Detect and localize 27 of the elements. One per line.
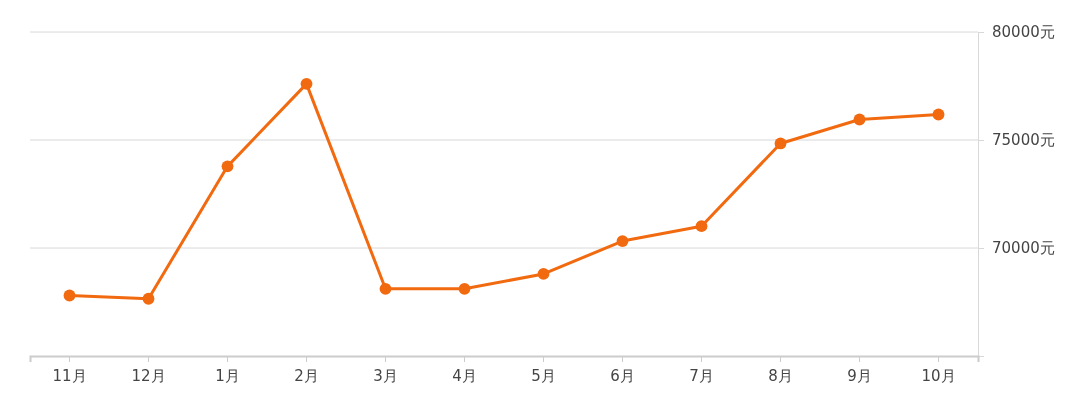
x-tick-label: 11月 xyxy=(52,366,87,385)
y-tick-label: 80000元 xyxy=(992,23,1055,42)
point xyxy=(695,220,708,233)
y-tick-label: 75000元 xyxy=(992,131,1055,150)
x-tick-label: 12月 xyxy=(131,366,166,385)
point xyxy=(537,268,550,280)
x-tick-label: 3月 xyxy=(373,366,398,385)
point xyxy=(774,137,787,150)
x-tick-label: 9月 xyxy=(847,366,872,385)
point xyxy=(458,282,471,295)
x-tick-label: 7月 xyxy=(689,366,714,385)
point xyxy=(142,292,155,305)
x-tick-label: 6月 xyxy=(610,366,635,385)
point xyxy=(853,113,866,126)
point xyxy=(616,235,629,247)
x-tick-label: 2月 xyxy=(294,366,319,385)
x-tick-label: 1月 xyxy=(215,366,240,385)
point xyxy=(221,160,234,173)
x-tick-label: 10月 xyxy=(921,366,956,385)
x-tick-label: 5月 xyxy=(531,366,556,385)
point xyxy=(63,289,76,302)
point xyxy=(932,108,945,121)
y-tick-label: 70000元 xyxy=(992,239,1055,258)
x-tick-label: 4月 xyxy=(452,366,477,385)
x-tick-label: 8月 xyxy=(768,366,793,385)
point xyxy=(300,77,313,90)
point xyxy=(379,282,392,295)
